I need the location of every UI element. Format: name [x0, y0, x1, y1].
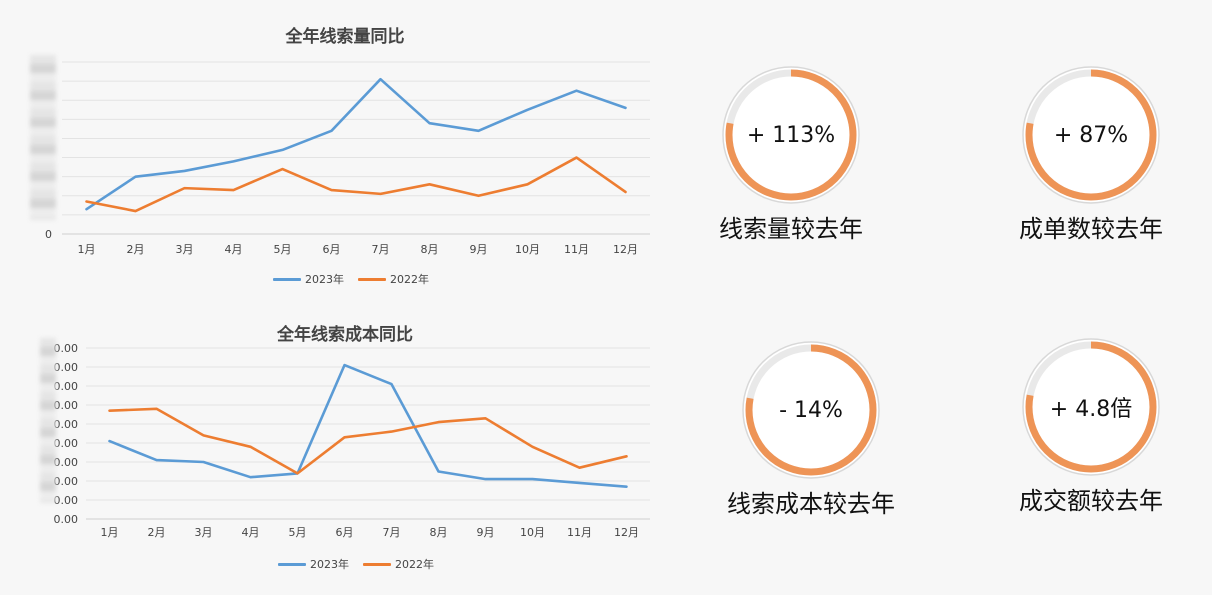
x-tick-label: 6月 — [323, 243, 341, 256]
legend-label-2022: 2022年 — [395, 558, 434, 571]
ring-outer — [742, 341, 880, 479]
chart-title: 全年线索成本同比 — [277, 325, 413, 345]
x-tick-label: 5月 — [289, 526, 307, 539]
redacted-axis-labels — [40, 338, 56, 503]
y-tick-label: 0.00 — [54, 361, 79, 374]
chart-title: 全年线索量同比 — [285, 27, 405, 47]
legend-label-2023: 2023年 — [310, 558, 349, 571]
x-tick-label: 8月 — [430, 526, 448, 539]
chart-legend: 2023年 2022年 — [273, 271, 429, 287]
x-tick-label: 1月 — [78, 243, 96, 256]
kpi-value: + 87% — [1053, 122, 1129, 148]
y-tick-label: 0.00 — [54, 475, 79, 488]
x-tick-label: 1月 — [101, 526, 119, 539]
legend-swatch-2023 — [273, 277, 301, 281]
kpi-ring: - 14% — [741, 340, 881, 480]
ring-outer — [722, 66, 860, 204]
lead-volume-chart: 全年线索量同比 0 1月 2月 3月 4月 5月 6月 7月 8月 9月 10月 11月 12月 202… — [0, 0, 670, 295]
y-tick-label: 0.00 — [54, 418, 79, 431]
x-tick-label: 9月 — [470, 243, 488, 256]
series-line-2023年 — [108, 363, 628, 488]
kpi-deal-amount: + 4.8倍 成交额较去年 — [981, 337, 1201, 516]
x-tick-label: 10月 — [520, 526, 545, 539]
x-tick-label: 12月 — [614, 526, 639, 539]
ring-outer — [1022, 66, 1160, 204]
x-tick-label: 5月 — [274, 243, 292, 256]
legend-item-2022: 2022年 — [363, 556, 434, 572]
kpi-ring: + 87% — [1021, 65, 1161, 205]
ring-progress — [725, 69, 857, 201]
kpi-value: + 113% — [746, 122, 836, 148]
x-tick-label: 2月 — [127, 243, 145, 256]
legend-swatch-2022 — [363, 562, 391, 566]
ring-outer — [1022, 338, 1160, 476]
x-tick-label: 12月 — [613, 243, 638, 256]
x-tick-label: 11月 — [564, 243, 589, 256]
y-tick-label: 0.00 — [54, 342, 79, 355]
kpi-lead-cost: - 14% 线索成本较去年 — [701, 340, 921, 519]
kpi-label: 线索量较去年 — [719, 215, 863, 243]
kpi-label: 成交额较去年 — [1019, 487, 1163, 515]
series-line-2022年 — [85, 156, 627, 213]
progress-ring-icon — [722, 66, 860, 204]
redacted-axis-labels — [30, 55, 56, 220]
y-tick-label: 0.00 — [54, 494, 79, 507]
y-tick-label: 0.00 — [54, 399, 79, 412]
lead-cost-plot: 0.00 0.00 0.00 0.00 0.00 0.00 0.00 0.00 0.00 0.00… — [54, 342, 650, 539]
kpi-orders: + 87% 成单数较去年 — [981, 65, 1201, 244]
progress-ring-icon — [1022, 66, 1160, 204]
x-tick-label: 2月 — [148, 526, 166, 539]
kpi-ring: + 4.8倍 — [1021, 337, 1161, 477]
x-tick-label: 8月 — [421, 243, 439, 256]
kpi-lead-volume: + 113% 线索量较去年 — [681, 65, 901, 244]
y-tick-label: 0.00 — [54, 380, 79, 393]
lead-volume-plot: 0 1月 2月 3月 4月 5月 6月 7月 8月 9月 10月 11月 12月 — [45, 61, 650, 256]
legend-item-2023: 2023年 — [273, 271, 344, 287]
x-tick-label: 9月 — [477, 526, 495, 539]
y-tick-label: 0.00 — [54, 513, 79, 526]
x-tick-label: 4月 — [242, 526, 260, 539]
ring-progress — [1025, 69, 1157, 201]
kpi-ring: + 113% — [721, 65, 861, 205]
x-tick-label: 7月 — [372, 243, 390, 256]
ring-progress — [1025, 341, 1157, 473]
chart-legend: 2023年 2022年 — [278, 556, 434, 572]
kpi-label: 线索成本较去年 — [727, 490, 895, 518]
y-tick-label: 0 — [45, 228, 52, 241]
legend-label-2022: 2022年 — [390, 273, 429, 286]
legend-item-2022: 2022年 — [358, 271, 429, 287]
x-tick-label: 4月 — [225, 243, 243, 256]
lead-cost-chart: 全年线索成本同比 0.00 0.00 0.00 0.00 0.00 0.00 0.00 0.0… — [0, 298, 670, 595]
progress-ring-icon — [742, 341, 880, 479]
x-tick-label: 3月 — [176, 243, 194, 256]
kpi-label: 成单数较去年 — [1019, 215, 1163, 243]
legend-item-2023: 2023年 — [278, 556, 349, 572]
y-tick-label: 0.00 — [54, 456, 79, 469]
x-tick-label: 3月 — [195, 526, 213, 539]
kpi-value: - 14% — [779, 397, 843, 423]
progress-ring-icon — [1022, 338, 1160, 476]
series-line-2023年 — [85, 77, 627, 211]
x-tick-label: 10月 — [515, 243, 540, 256]
legend-swatch-2022 — [358, 277, 386, 281]
legend-swatch-2023 — [278, 562, 306, 566]
kpi-value: + 4.8倍 — [1049, 397, 1133, 422]
y-tick-label: 0.00 — [54, 437, 79, 450]
x-tick-label: 7月 — [383, 526, 401, 539]
ring-progress — [745, 344, 877, 476]
legend-label-2023: 2023年 — [305, 273, 344, 286]
x-tick-label: 11月 — [567, 526, 592, 539]
x-tick-label: 6月 — [336, 526, 354, 539]
series-line-2022年 — [108, 407, 628, 475]
